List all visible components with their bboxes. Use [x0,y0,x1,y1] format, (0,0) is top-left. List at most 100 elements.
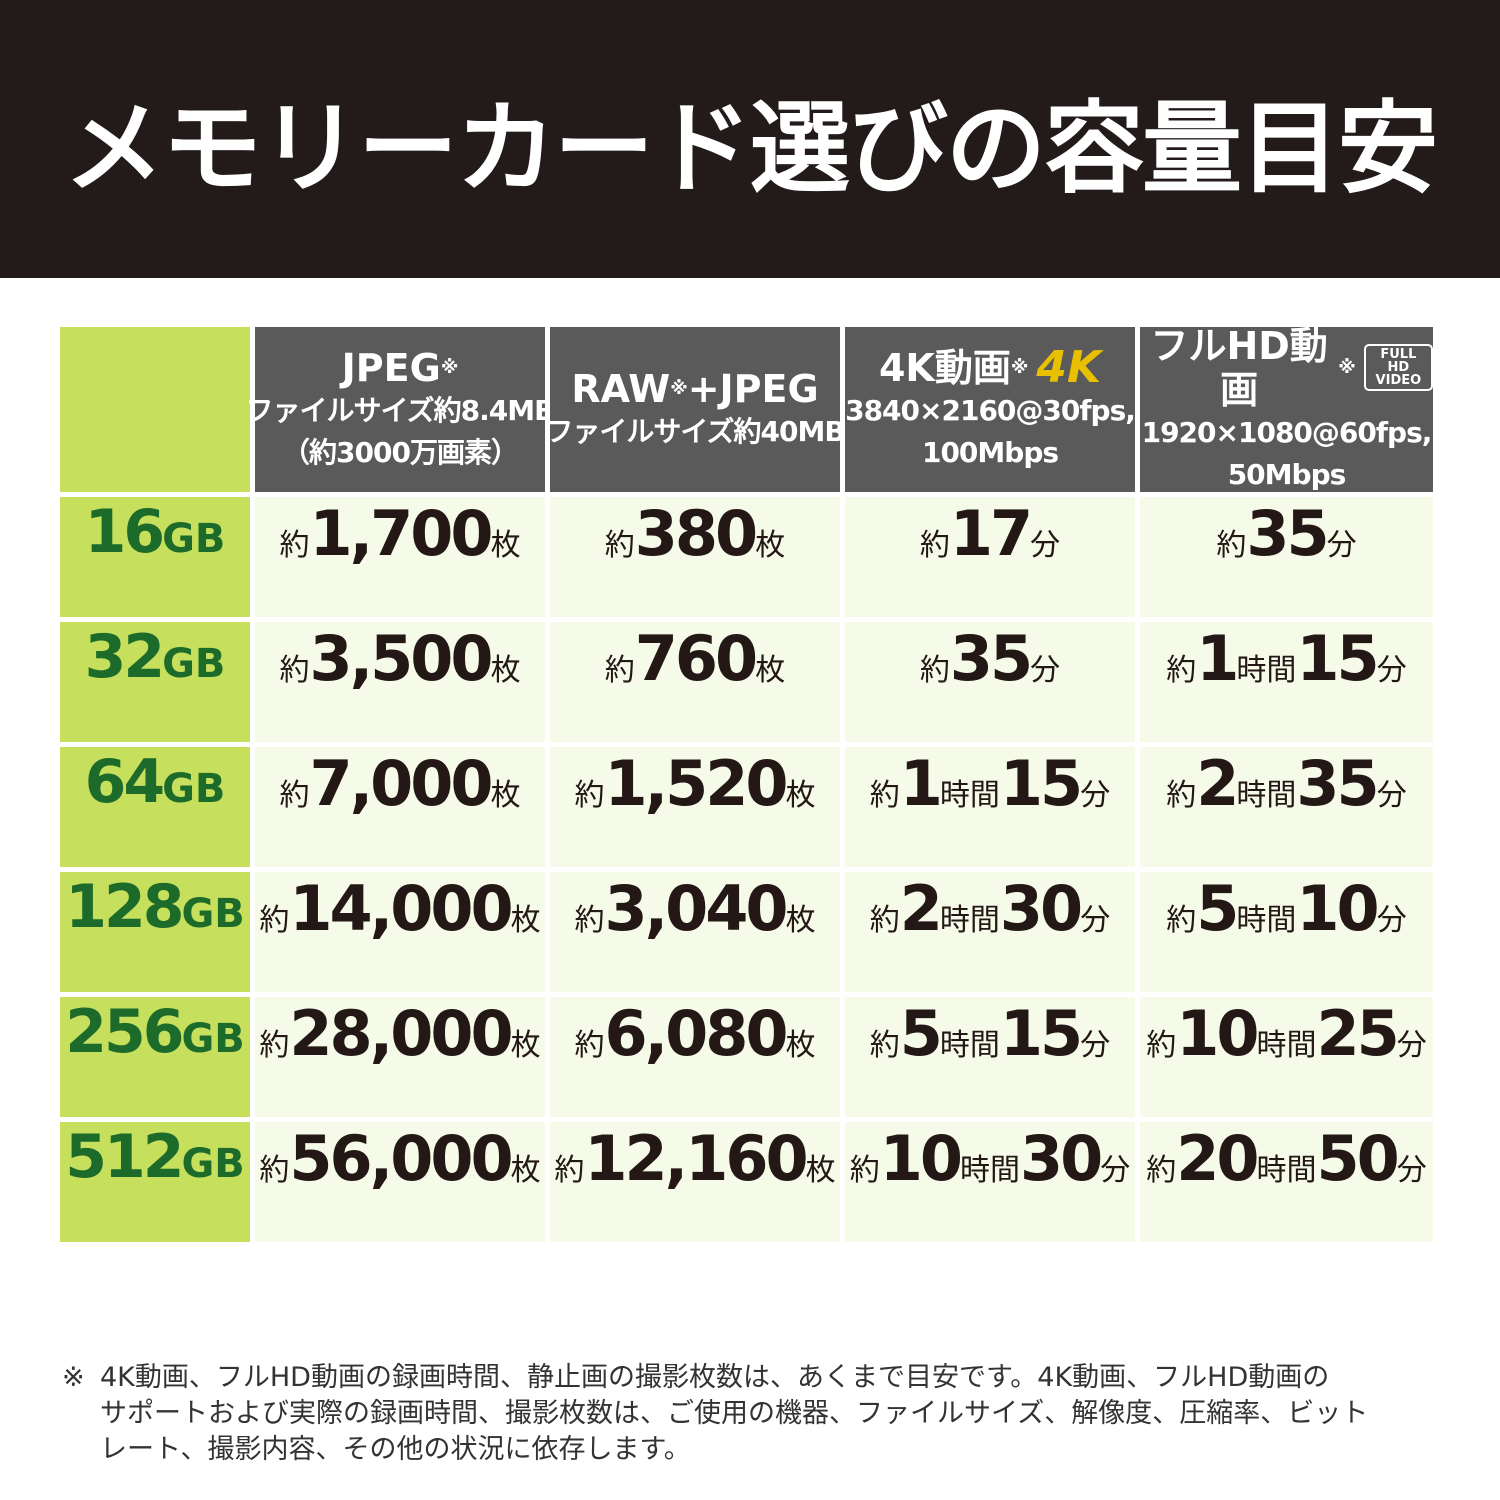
header-title: RAW ※ +JPEG [571,367,818,411]
number: 380 [634,497,758,570]
unit-text: 分 [1080,778,1111,813]
number: 760 [634,622,758,695]
number: 15 [1296,622,1379,695]
unit-text: 時間 [939,1028,1000,1063]
number: 14,000 [289,872,513,945]
data-cell: 約 1 時間 15 分 [1140,622,1433,742]
row-label: 256 GB [60,997,250,1117]
unit-text: 約 [279,528,310,563]
data-cell: 約 28,000 枚 [255,997,545,1117]
unit-text: 枚 [755,528,786,563]
number: 15 [999,997,1083,1070]
unit-text: 約 [279,778,310,813]
capacity: 16 [84,497,165,567]
badge-text: VIDEO [1375,373,1422,388]
number: 50 [1316,1122,1400,1195]
number: 10 [1296,872,1379,945]
footnote-text: 4K動画、フルHD動画の録画時間、静止画の撮影枚数は、あくまで目安です。4K動画… [100,1360,1368,1468]
number: 56,000 [289,1122,513,1195]
header-title-text: JPEG [341,345,441,390]
unit: GB [181,891,245,937]
unit-text: 時間 [1256,1028,1317,1063]
number: 35 [1246,497,1329,570]
row-label: 32 GB [60,622,250,742]
unit-text: 約 [574,903,605,938]
unit-text: 約 [604,653,635,688]
unit-text: 約 [259,903,290,938]
number: 28,000 [289,997,513,1070]
header-line: ファイルサイズ約40MB [545,414,845,448]
header-title: フルHD動画 ※ FULL HD VIDEO [1140,324,1433,412]
unit-text: 分 [1376,653,1407,688]
unit-text: 枚 [785,903,816,938]
unit-text: 時間 [960,1153,1020,1188]
unit-text: 約 [869,778,900,813]
footnote-line: 4K動画、フルHD動画の録画時間、静止画の撮影枚数は、あくまで目安です。4K動画… [100,1362,1330,1393]
data-cell: 約 5 時間 10 分 [1140,872,1433,992]
capacity: 64 [84,747,165,817]
footnote-mark: ※ [62,1362,85,1393]
data-cell: 約 12,160 枚 [550,1122,840,1242]
data-cell: 約 17 分 [845,497,1135,617]
number: 35 [1296,747,1379,820]
number: 3,500 [309,622,493,695]
header-title: 4K動画 ※ 4K [879,341,1102,393]
number: 17 [949,497,1033,570]
header-line: 1920×1080@60fps, [1141,415,1433,449]
unit-text: 約 [1166,778,1197,813]
header-line: （約3000万画素） [282,435,519,469]
unit-text: 約 [259,1153,290,1188]
number: 3,040 [604,872,788,945]
note-mark: ※ [1338,356,1356,378]
data-cell: 約 35 分 [845,622,1135,742]
capacity: 256 [65,997,184,1067]
header-line: 100Mbps [921,435,1059,469]
unit: GB [162,766,226,812]
unit-text: 約 [604,528,635,563]
unit-text: 約 [919,528,950,563]
data-cell: 約 380 枚 [550,497,840,617]
unit-text: 約 [1146,1153,1177,1188]
badge: 4K [1036,341,1102,393]
unit-text: 分 [1030,528,1061,563]
header-line: 50Mbps [1227,457,1347,491]
unit-text: 分 [1080,903,1111,938]
unit-text: 分 [1080,1028,1111,1063]
capacity: 128 [65,872,184,942]
row-label: 512 GB [60,1122,250,1242]
header-cell: JPEG ※ ファイルサイズ約8.4MB （約3000万画素） [246,327,555,492]
unit-text: 約 [259,1028,290,1063]
number: 7,000 [309,747,493,820]
unit-text: 約 [574,778,605,813]
note-mark: ※ [1010,356,1029,378]
unit-text: 枚 [510,1153,541,1188]
unit-text: 枚 [755,653,786,688]
header-band: メモリーカード選びの容量目安 [0,0,1500,278]
number: 15 [999,747,1083,820]
unit-text: 分 [1030,653,1061,688]
number: 35 [949,622,1033,695]
data-cell: 約 20 時間 50 分 [1140,1122,1433,1242]
title: メモリーカード選びの容量目安 [64,89,1438,207]
data-cell: 約 10 時間 30 分 [845,1122,1135,1242]
data-cell: 約 2 時間 35 分 [1140,747,1433,867]
number: 5 [899,997,943,1070]
number: 30 [1020,1122,1103,1195]
header-line: ファイルサイズ約8.4MB [245,393,556,427]
unit-text: 約 [554,1153,585,1188]
unit-text: 分 [1376,903,1407,938]
unit-text: 時間 [939,903,1000,938]
number: 10 [1176,997,1259,1070]
number: 1 [1196,622,1239,695]
unit: GB [181,1016,245,1062]
number: 1,700 [309,497,493,570]
data-cell: 約 35 分 [1140,497,1433,617]
unit-text: 分 [1396,1153,1427,1188]
number: 10 [879,1122,963,1195]
unit: GB [162,641,226,687]
unit-text: 約 [279,653,310,688]
data-cell: 約 3,500 枚 [255,622,545,742]
unit-text: 分 [1326,528,1357,563]
unit-text: 分 [1396,1028,1427,1063]
